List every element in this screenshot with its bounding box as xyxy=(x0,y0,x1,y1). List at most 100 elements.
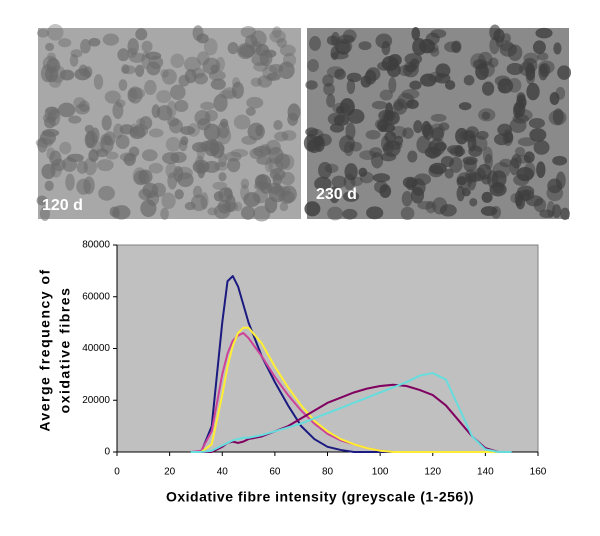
cell xyxy=(74,103,90,115)
panel-label: 120 d xyxy=(42,197,83,214)
cell xyxy=(83,66,93,78)
cell xyxy=(524,162,536,179)
cell xyxy=(366,67,381,81)
cell xyxy=(522,57,538,73)
cell xyxy=(180,136,189,146)
cell xyxy=(233,201,243,212)
cell xyxy=(80,39,91,54)
x-axis-title: Oxidative fibre intensity (greyscale (1-… xyxy=(166,489,474,505)
cell xyxy=(413,120,423,134)
x-tick-label: 60 xyxy=(269,467,281,478)
cell xyxy=(250,30,267,48)
cell xyxy=(407,150,418,163)
cell xyxy=(127,86,143,104)
cell xyxy=(178,74,190,87)
series-line xyxy=(190,372,512,453)
cell xyxy=(463,129,477,143)
cell xyxy=(105,151,119,160)
cell xyxy=(509,157,520,176)
cell xyxy=(428,165,444,178)
cell xyxy=(76,160,88,174)
plot-area xyxy=(116,244,539,453)
cell xyxy=(146,190,160,207)
cell xyxy=(194,155,205,173)
cell xyxy=(127,87,138,103)
cell xyxy=(246,96,264,109)
cell xyxy=(375,33,393,49)
cell xyxy=(429,47,440,57)
cell xyxy=(264,196,278,214)
cell xyxy=(409,58,420,70)
cell xyxy=(434,141,447,152)
cell xyxy=(491,205,502,219)
cell xyxy=(334,68,346,80)
cell xyxy=(358,167,368,177)
cell xyxy=(515,194,526,210)
cell xyxy=(278,190,295,204)
cell xyxy=(227,42,239,55)
cell xyxy=(461,187,471,197)
cell xyxy=(358,41,372,51)
cell xyxy=(103,131,116,146)
cell xyxy=(203,160,221,173)
cell xyxy=(444,80,456,90)
cell xyxy=(309,36,321,51)
cell xyxy=(225,194,236,213)
y-tick-label: 60000 xyxy=(82,291,110,302)
cell xyxy=(473,59,488,70)
cell xyxy=(231,81,244,99)
cell xyxy=(481,111,491,120)
cell xyxy=(128,52,146,63)
cell xyxy=(180,126,196,135)
cell xyxy=(552,155,568,166)
cell xyxy=(336,40,351,55)
cell xyxy=(481,191,493,203)
cell xyxy=(287,112,299,126)
cell xyxy=(88,37,101,47)
cell xyxy=(233,114,251,130)
cell xyxy=(365,129,381,140)
cell xyxy=(387,57,400,71)
cell xyxy=(535,27,553,39)
cell xyxy=(416,135,431,154)
y-axis-title: oxidative fibres xyxy=(57,287,73,414)
cell xyxy=(327,112,345,126)
cell xyxy=(247,122,265,141)
cell xyxy=(141,149,158,162)
cell xyxy=(327,206,343,221)
cell xyxy=(57,102,76,118)
cell xyxy=(517,137,536,147)
cell xyxy=(96,159,114,172)
cell xyxy=(70,49,83,58)
cell xyxy=(493,28,505,43)
cell xyxy=(539,63,551,78)
cell xyxy=(88,149,99,162)
series-line xyxy=(190,326,512,453)
cell xyxy=(444,168,454,179)
cell xyxy=(471,135,488,152)
y-tick-label: 20000 xyxy=(82,395,110,406)
cell xyxy=(516,166,534,182)
cell xyxy=(532,40,546,55)
cell xyxy=(135,64,145,77)
cell xyxy=(170,53,185,68)
cell xyxy=(431,127,444,142)
cell xyxy=(144,79,157,95)
cell xyxy=(98,185,115,201)
cell xyxy=(510,193,522,204)
cell xyxy=(274,131,289,142)
cell xyxy=(401,89,420,100)
cell xyxy=(359,171,374,184)
cell xyxy=(266,72,281,81)
cell xyxy=(174,189,184,200)
cell xyxy=(514,146,526,157)
cell xyxy=(372,173,391,183)
cell xyxy=(430,113,447,122)
y-tick-label: 80000 xyxy=(82,240,110,251)
cell xyxy=(488,57,499,68)
cell xyxy=(449,156,463,173)
cell xyxy=(388,77,397,94)
cell xyxy=(65,173,75,191)
cell xyxy=(546,184,564,202)
cell xyxy=(121,65,137,75)
